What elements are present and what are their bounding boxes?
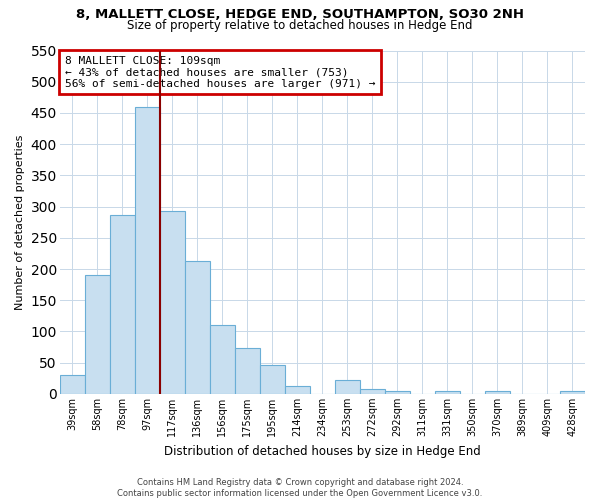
Bar bbox=[85, 276, 110, 394]
Text: Size of property relative to detached houses in Hedge End: Size of property relative to detached ho… bbox=[127, 18, 473, 32]
Bar bbox=[260, 364, 285, 394]
Bar bbox=[485, 391, 510, 394]
Text: 8, MALLETT CLOSE, HEDGE END, SOUTHAMPTON, SO30 2NH: 8, MALLETT CLOSE, HEDGE END, SOUTHAMPTON… bbox=[76, 8, 524, 20]
Bar bbox=[385, 391, 410, 394]
Bar bbox=[335, 380, 360, 394]
Bar bbox=[285, 386, 310, 394]
Bar bbox=[560, 391, 585, 394]
Text: Contains HM Land Registry data © Crown copyright and database right 2024.
Contai: Contains HM Land Registry data © Crown c… bbox=[118, 478, 482, 498]
X-axis label: Distribution of detached houses by size in Hedge End: Distribution of detached houses by size … bbox=[164, 444, 481, 458]
Bar bbox=[135, 106, 160, 394]
Bar bbox=[210, 325, 235, 394]
Bar bbox=[435, 391, 460, 394]
Bar bbox=[360, 389, 385, 394]
Bar bbox=[60, 375, 85, 394]
Bar bbox=[160, 211, 185, 394]
Bar bbox=[235, 348, 260, 394]
Bar bbox=[110, 214, 135, 394]
Bar bbox=[185, 261, 210, 394]
Text: 8 MALLETT CLOSE: 109sqm
← 43% of detached houses are smaller (753)
56% of semi-d: 8 MALLETT CLOSE: 109sqm ← 43% of detache… bbox=[65, 56, 376, 89]
Y-axis label: Number of detached properties: Number of detached properties bbox=[15, 134, 25, 310]
